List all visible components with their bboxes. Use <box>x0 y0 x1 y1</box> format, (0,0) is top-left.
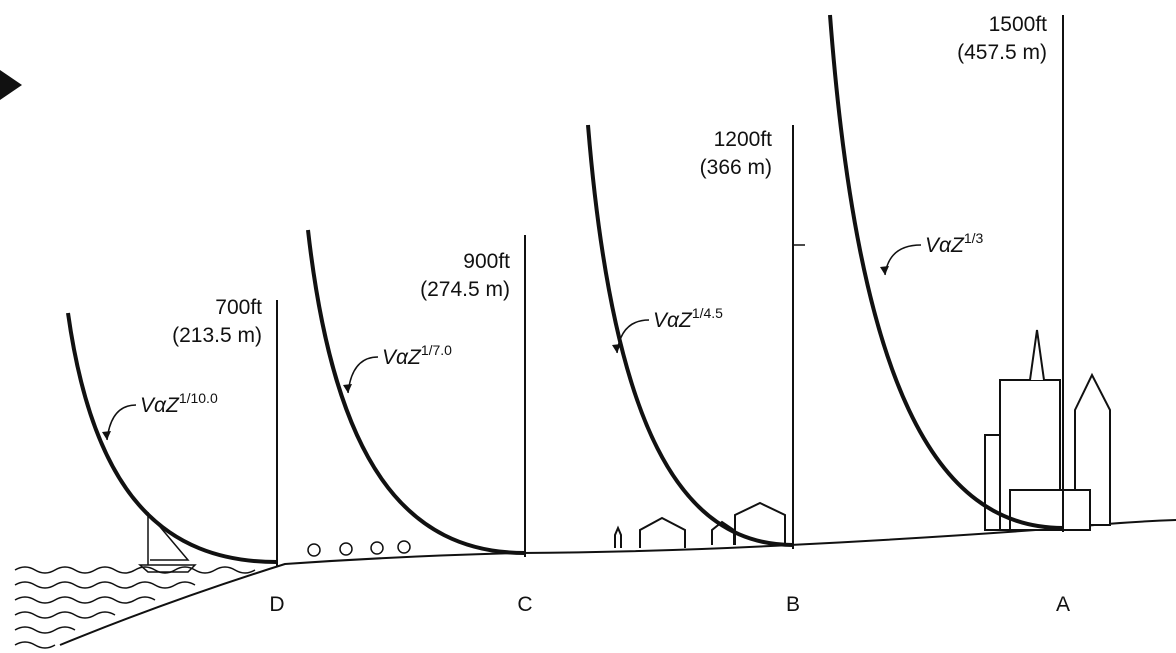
ground <box>59 519 1176 646</box>
sailboat <box>138 512 197 573</box>
terrain-label: B <box>786 593 800 616</box>
formula: VαZ1/4.5 <box>653 305 723 332</box>
metric-height-label: (366 m) <box>700 156 772 179</box>
height-label: 1200ft <box>714 128 773 151</box>
metric-height-label: (213.5 m) <box>172 324 262 347</box>
velocity-profile <box>828 14 1064 530</box>
houses <box>614 501 786 548</box>
city <box>984 329 1111 531</box>
formula-exponent: 1/4.5 <box>692 305 723 321</box>
water <box>14 566 256 649</box>
velocity-profile <box>586 124 794 547</box>
velocity-profile <box>66 312 278 564</box>
metric-height-label: (274.5 m) <box>420 278 510 301</box>
height-label: 900ft <box>463 250 510 273</box>
pointer-head <box>612 344 621 353</box>
formula: VαZ1/7.0 <box>382 342 452 369</box>
metric-height-label: (457.5 m) <box>957 41 1047 64</box>
formula-exponent: 1/3 <box>964 230 984 246</box>
formula-pointer <box>347 356 379 394</box>
formula-exponent: 1/10.0 <box>179 390 218 406</box>
height-label: 700ft <box>215 296 262 319</box>
terrain-label: D <box>269 593 284 616</box>
formula-base: VαZ <box>382 346 422 369</box>
arrow-marker <box>0 70 22 100</box>
formula-base: VαZ <box>140 394 180 417</box>
formula-pointer <box>884 244 922 276</box>
formula-base: VαZ <box>653 309 693 332</box>
pointer-head <box>343 384 352 393</box>
formula-pointer <box>106 404 137 441</box>
height-label: 1500ft <box>989 13 1048 36</box>
terrain-label: A <box>1056 593 1070 616</box>
formula: VαZ1/10.0 <box>140 390 218 417</box>
shrubs <box>307 540 411 557</box>
pointer-head <box>880 266 889 275</box>
pointer-head <box>102 431 111 440</box>
formula-base: VαZ <box>925 234 965 257</box>
formula: VαZ1/3 <box>925 230 983 257</box>
velocity-profile <box>306 229 526 555</box>
formula-exponent: 1/7.0 <box>421 342 452 358</box>
terrain-label: C <box>517 593 532 616</box>
